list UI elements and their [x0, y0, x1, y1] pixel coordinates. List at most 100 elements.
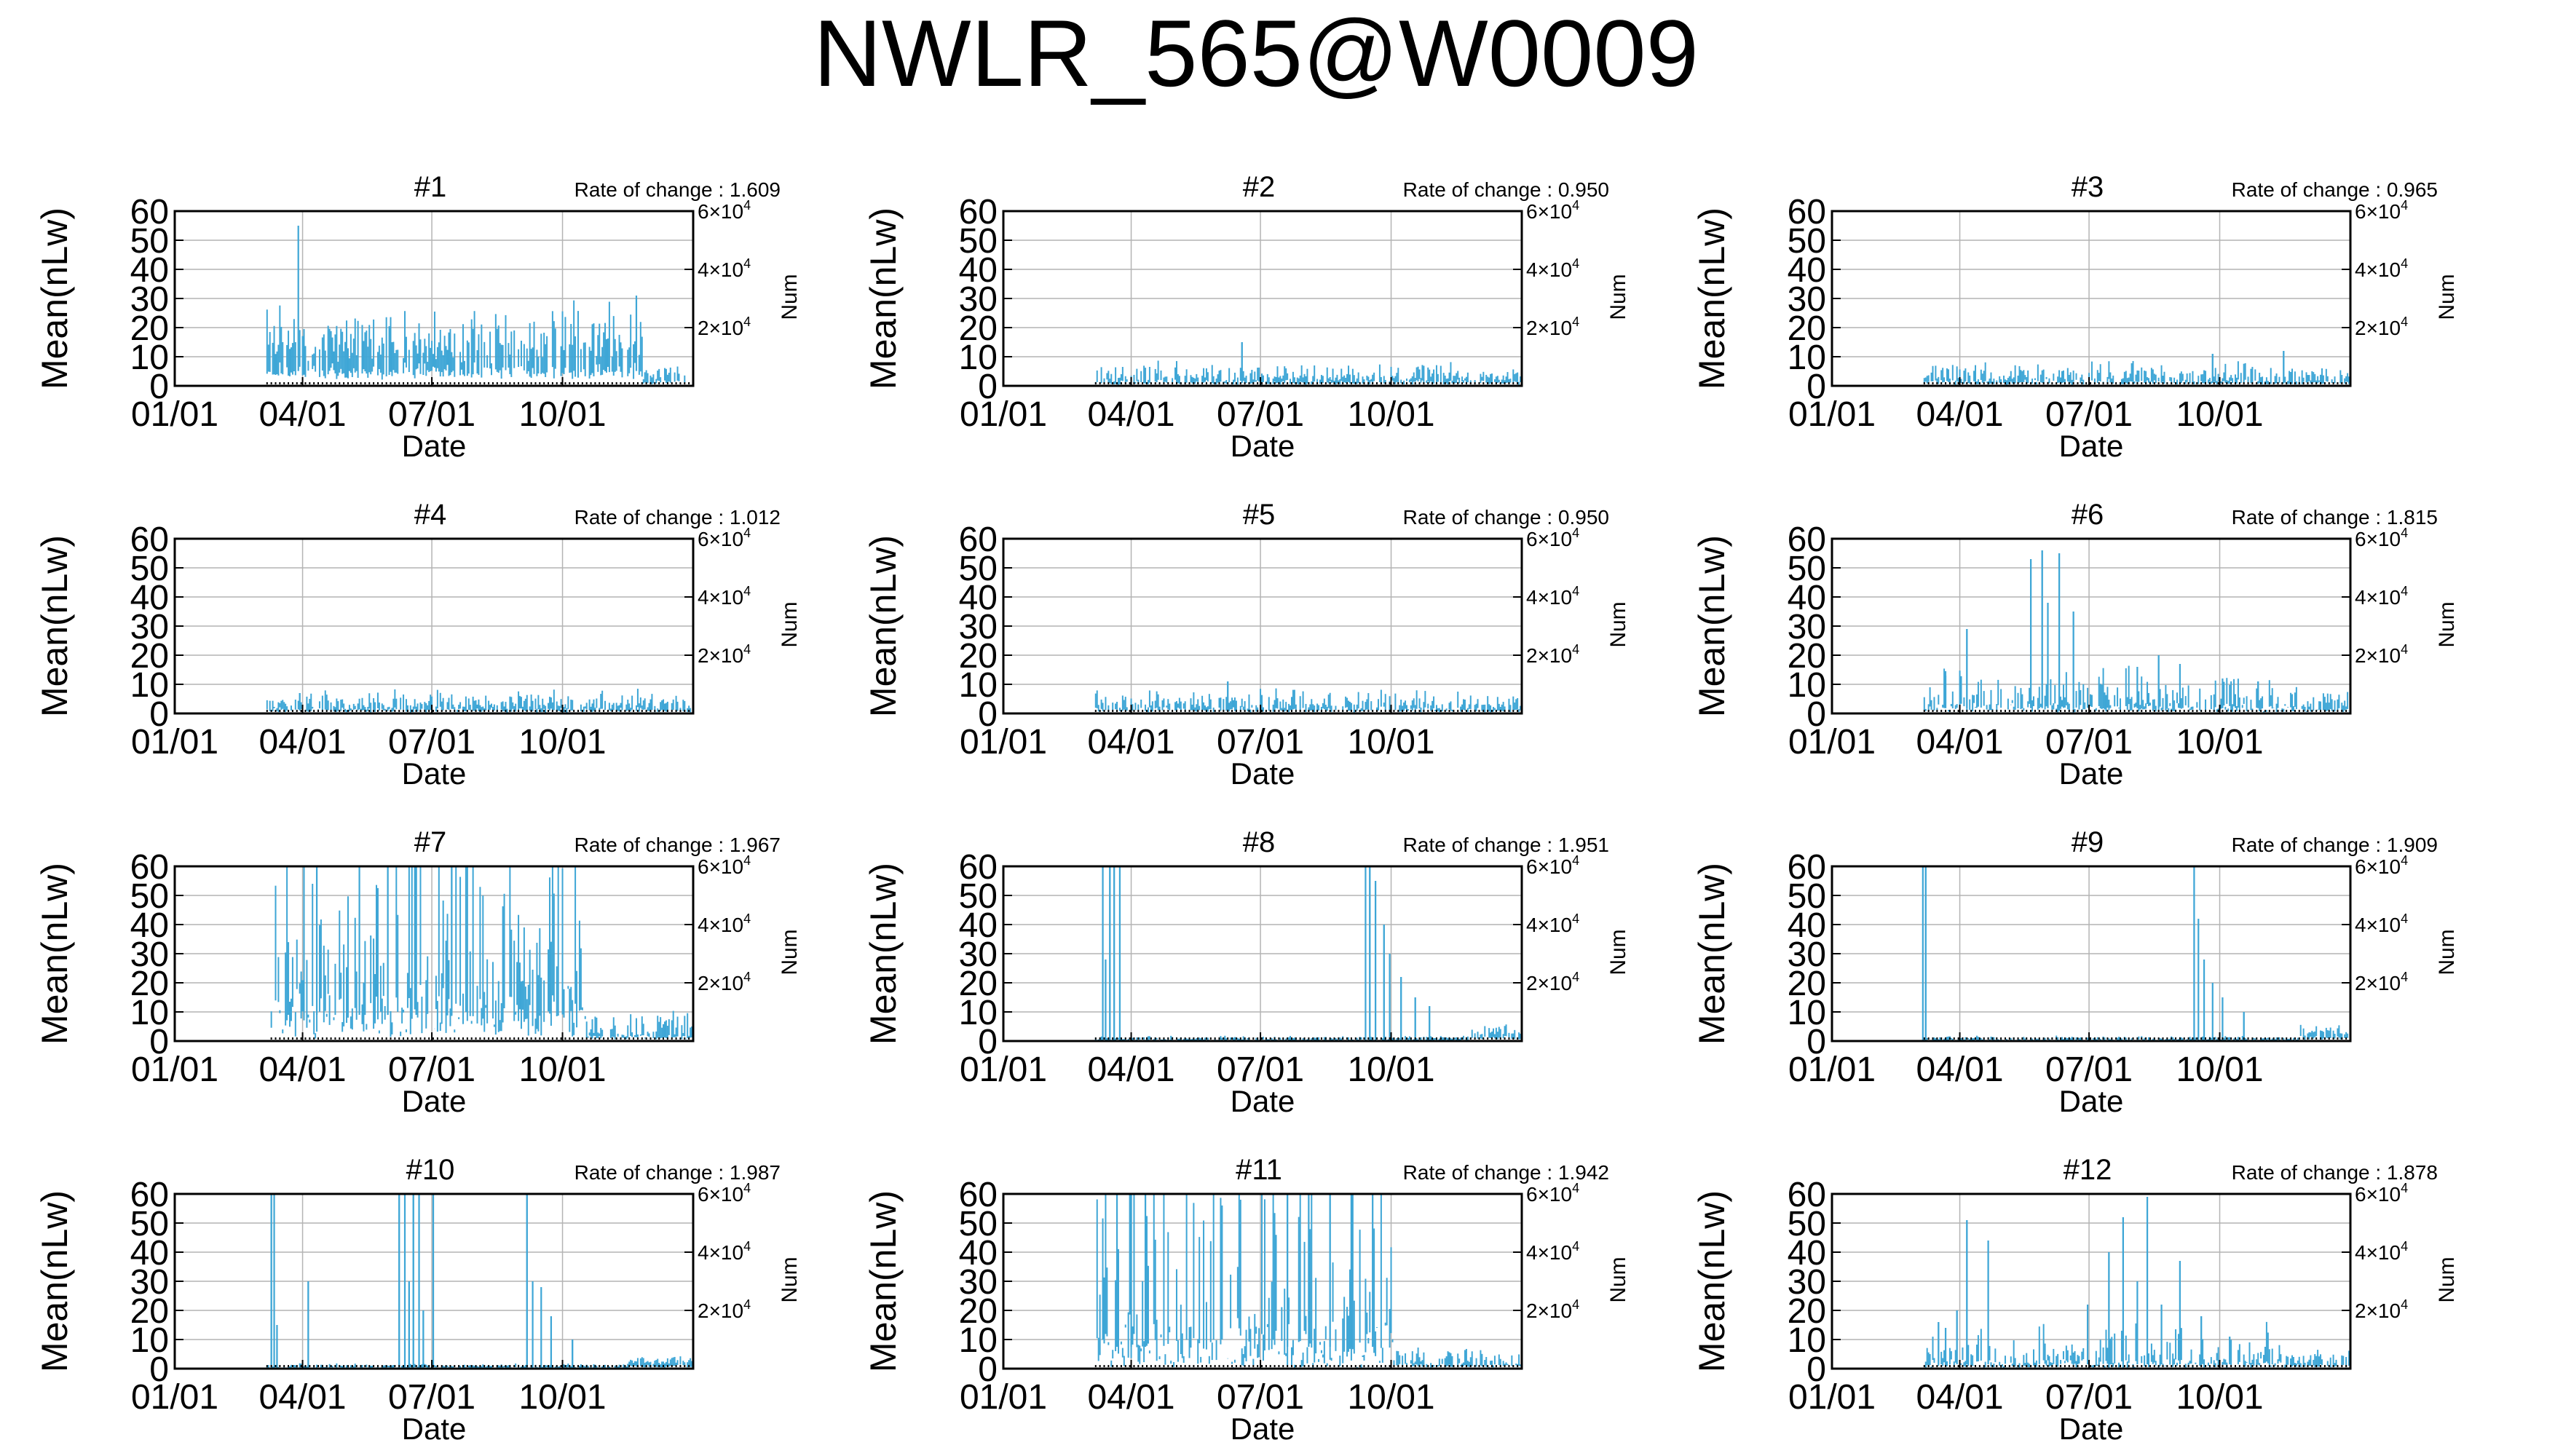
x-axis-label: Date [402, 429, 467, 463]
baseline-mark [1504, 382, 1506, 384]
baseline-mark [2157, 1365, 2160, 1367]
baseline-mark [636, 1037, 639, 1040]
baseline-mark [1146, 1037, 1148, 1040]
baseline-mark [1414, 1037, 1416, 1040]
baseline-mark [1218, 1365, 1220, 1367]
baseline-mark [2047, 382, 2049, 384]
baseline-mark [364, 1037, 366, 1040]
baseline-mark [2187, 1037, 2189, 1040]
baseline-mark [2068, 710, 2070, 712]
baseline-mark [526, 382, 528, 384]
baseline-mark [654, 1037, 656, 1040]
baseline-mark [1978, 1037, 1981, 1040]
baseline-mark [1957, 710, 1959, 712]
baseline-mark [688, 1037, 690, 1040]
panel-title: #12 [2064, 1154, 2112, 1186]
baseline-mark [1499, 710, 1501, 712]
baseline-mark [2260, 710, 2262, 712]
baseline-mark [351, 1037, 353, 1040]
baseline-mark [1197, 1037, 1199, 1040]
baseline-mark [381, 382, 383, 384]
baseline-mark [1137, 710, 1140, 712]
baseline-mark [569, 382, 571, 384]
baseline-mark [1418, 1037, 1421, 1040]
baseline-mark [1180, 382, 1182, 384]
baseline-mark [2205, 710, 2207, 712]
baseline-mark [1491, 382, 1493, 384]
baseline-mark [1517, 1037, 1519, 1040]
baseline-mark [1393, 382, 1395, 384]
baseline-mark [1478, 710, 1480, 712]
baseline-mark [1167, 1365, 1169, 1367]
baseline-mark [2132, 382, 2134, 384]
x-tick-label: 01/01 [131, 1378, 218, 1417]
baseline-mark [509, 1365, 511, 1367]
x-axis-label: Date [1231, 1084, 1295, 1118]
baseline-mark [2290, 1365, 2292, 1367]
baseline-mark [615, 710, 617, 712]
baseline-mark [2157, 710, 2160, 712]
baseline-mark [1124, 1037, 1126, 1040]
y-tick-label: 10 [1788, 339, 1826, 377]
baseline-mark [2047, 1037, 2049, 1040]
baseline-mark [1214, 382, 1216, 384]
baseline-mark [581, 1037, 583, 1040]
baseline-mark [1453, 710, 1455, 712]
baseline-mark [488, 1037, 490, 1040]
baseline-mark [2136, 382, 2139, 384]
baseline-mark [2106, 1365, 2109, 1367]
x-tick-label: 10/01 [1347, 723, 1434, 761]
baseline-mark [403, 382, 405, 384]
baseline-mark [2230, 1365, 2232, 1367]
baseline-mark [1120, 382, 1122, 384]
baseline-mark [2051, 382, 2053, 384]
baseline-mark [1367, 1037, 1370, 1040]
baseline-mark [2341, 710, 2343, 712]
panel-title: #6 [2072, 499, 2104, 531]
baseline-mark [1457, 382, 1459, 384]
baseline-mark [1308, 710, 1310, 712]
baseline-mark [1201, 1365, 1204, 1367]
baseline-mark [433, 382, 435, 384]
baseline-mark [1453, 382, 1455, 384]
y-tick-label: 30 [959, 608, 998, 646]
baseline-mark [1214, 710, 1216, 712]
baseline-mark [339, 710, 341, 712]
baseline-mark [1384, 1365, 1386, 1367]
baseline-mark [1223, 1365, 1225, 1367]
baseline-mark [1948, 1037, 1951, 1040]
baseline-mark [1936, 710, 1938, 712]
baseline-mark [649, 710, 652, 712]
baseline-mark [325, 1037, 328, 1040]
series-bars [1094, 866, 1523, 1041]
baseline-mark [1235, 710, 1237, 712]
baseline-mark [1962, 1037, 1964, 1040]
baseline-mark [611, 1037, 613, 1040]
baseline-mark [270, 1037, 272, 1040]
baseline-mark [2217, 710, 2219, 712]
baseline-mark [2286, 1037, 2288, 1040]
baseline-mark [666, 1365, 668, 1367]
baseline-mark [403, 1365, 405, 1367]
baseline-mark [658, 710, 660, 712]
baseline-mark [415, 1037, 417, 1040]
baseline-mark [1393, 1365, 1395, 1367]
baseline-mark [2192, 1037, 2194, 1040]
baseline-mark [2298, 382, 2300, 384]
baseline-mark [548, 710, 550, 712]
baseline-mark [2145, 710, 2147, 712]
baseline-mark [1953, 1037, 1955, 1040]
baseline-mark [2081, 710, 2083, 712]
rate-of-change-label: Rate of change : 1.967 [574, 834, 781, 856]
baseline-mark [590, 1037, 592, 1040]
baseline-mark [2226, 1365, 2228, 1367]
baseline-mark [483, 1365, 486, 1367]
baseline-mark [2004, 1037, 2006, 1040]
baseline-mark [2042, 1365, 2045, 1367]
baseline-mark [1324, 1037, 1327, 1040]
x-tick-label: 10/01 [518, 1378, 606, 1417]
baseline-mark [2256, 382, 2258, 384]
baseline-mark [334, 382, 336, 384]
baseline-mark [1158, 382, 1161, 384]
